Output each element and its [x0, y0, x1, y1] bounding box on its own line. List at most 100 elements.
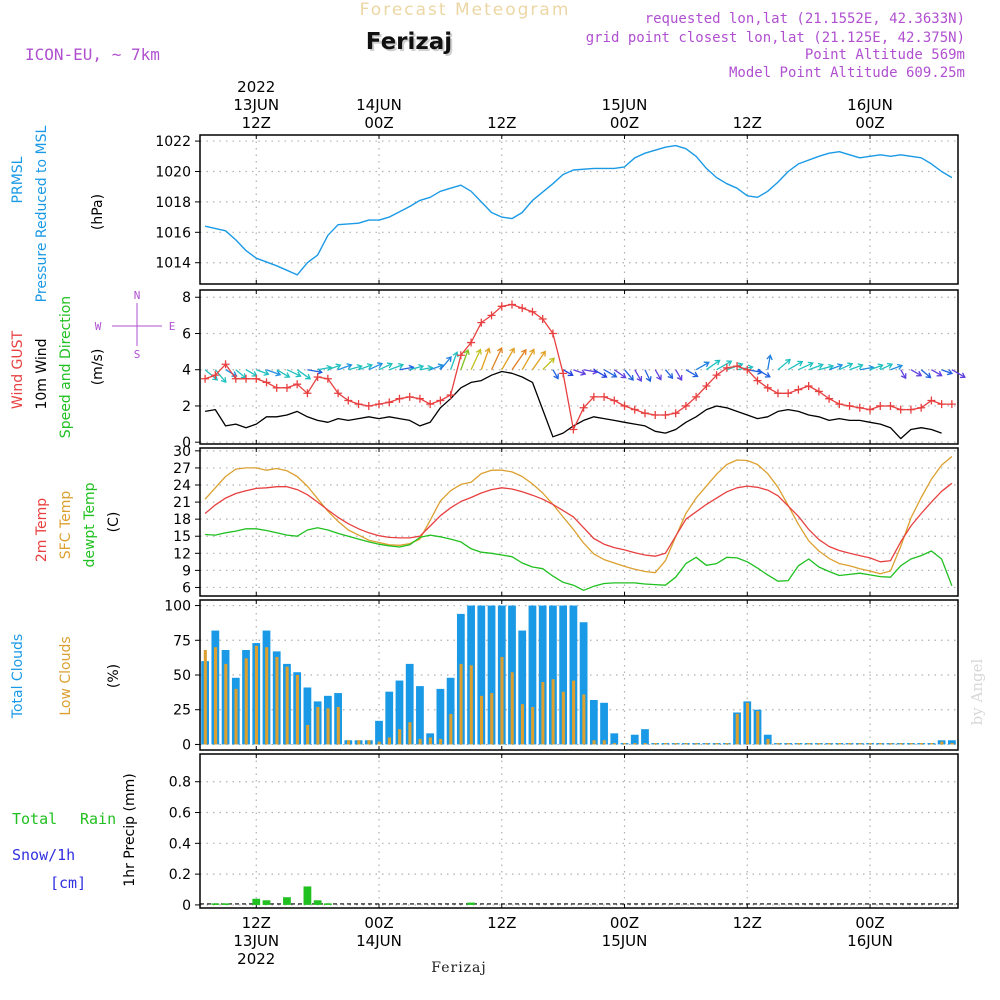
wind-arrow-head — [463, 348, 470, 356]
low-cloud-bar — [531, 706, 535, 745]
gust-marker — [507, 300, 516, 309]
low-cloud-bar — [203, 650, 207, 745]
wind-arrow-shaft — [777, 359, 791, 371]
gust-marker — [876, 401, 885, 410]
low-cloud-bar — [346, 740, 351, 745]
y-tick-label: 0.6 — [169, 806, 191, 822]
total-cloud-bar — [630, 734, 639, 745]
location-title: Ferizaj — [368, 31, 454, 57]
wind-arrow — [296, 369, 312, 380]
compass-s: S — [134, 348, 141, 361]
wind-arrow-shaft — [593, 369, 607, 378]
footer-location: Ferizaj — [431, 960, 486, 976]
gust-marker — [293, 380, 302, 389]
gust-marker — [221, 360, 230, 369]
wind-arrow-head — [828, 363, 835, 371]
wind-arrow-shaft — [910, 369, 922, 377]
wind-arrow — [368, 362, 384, 371]
wind-arrow — [757, 369, 771, 378]
gust-marker — [334, 389, 343, 398]
low-cloud-bar — [909, 743, 913, 745]
rain-bar — [262, 900, 271, 905]
temp-label-unit: (C) — [106, 512, 122, 533]
wind-arrow — [685, 369, 699, 378]
wind-arrow — [603, 369, 618, 378]
rain-bar — [313, 900, 322, 905]
top-time-label: 12Z — [487, 114, 516, 132]
cloud-series — [201, 605, 956, 745]
low-cloud-bar — [428, 737, 432, 745]
wind-arrow-head — [847, 362, 854, 369]
wind-arrow-shaft — [787, 361, 803, 371]
gust-marker — [681, 401, 690, 410]
total-cloud-bar — [569, 605, 578, 745]
total-cloud-bar — [579, 622, 588, 745]
wind-arrow-shaft — [603, 369, 617, 378]
wind-arrow-head — [692, 371, 699, 378]
panel-frame — [199, 134, 959, 285]
gust-marker — [242, 374, 251, 383]
wind-arrow-shaft — [429, 364, 443, 371]
gust-marker — [395, 394, 404, 403]
gust-marker — [211, 371, 220, 380]
total-cloud-bar — [610, 733, 619, 745]
wind-arrow-head — [628, 374, 634, 381]
low-cloud-bar — [684, 743, 688, 745]
wind-label-unit: (m/s) — [90, 349, 106, 386]
wind-arrow-shaft — [266, 369, 281, 376]
wind-arrow — [214, 369, 227, 384]
wind-arrow-shaft — [399, 366, 414, 371]
gust-marker — [252, 374, 261, 383]
wind-arrow — [552, 369, 559, 380]
panel-pressure: 1014 1016 1018 1020 1022 — [155, 134, 959, 285]
low-cloud-bar — [459, 663, 463, 745]
point-altitude: Point Altitude 569m — [805, 47, 965, 63]
gust-marker — [896, 405, 905, 414]
wind-arrow-shaft — [542, 357, 555, 371]
wind-arrow — [695, 361, 710, 371]
wind-arrow-head — [837, 363, 844, 370]
total-cloud-bar — [416, 686, 424, 745]
precip-label-total: Total — [12, 810, 57, 828]
low-cloud-bar — [295, 675, 299, 745]
total-cloud-bar — [528, 605, 537, 745]
gust-marker — [589, 392, 598, 401]
total-cloud-bar — [559, 605, 568, 745]
gust-marker — [763, 383, 772, 392]
wind-arrow-shaft — [624, 369, 634, 381]
rain-bar — [221, 903, 230, 905]
wind-arrow-shaft — [378, 363, 393, 371]
y-tick-label: 0.8 — [169, 775, 191, 791]
wind-arrow-shaft — [951, 369, 966, 378]
wind-arrow-head — [540, 350, 546, 357]
y-tick-label: 0 — [182, 737, 191, 753]
wind-arrow — [931, 369, 943, 377]
low-cloud-bar — [387, 737, 391, 745]
wind-arrow-shaft — [879, 363, 893, 371]
gust-marker — [733, 362, 742, 371]
y-tick-label: 4 — [182, 363, 191, 379]
wind-arrow — [818, 363, 835, 371]
low-cloud-bar — [940, 741, 944, 745]
wind-arrow — [439, 356, 452, 371]
gust-marker — [344, 396, 353, 405]
wind-arrow-head — [521, 348, 527, 355]
top-time-label: 15JUN — [602, 96, 648, 114]
wind-arrow — [890, 363, 904, 371]
gust-marker — [272, 383, 281, 392]
wind-arrow — [593, 369, 608, 378]
y-tick-label: 8 — [182, 290, 191, 306]
wind-arrow — [337, 363, 353, 371]
wind-arrow — [348, 364, 363, 371]
total-cloud-bar — [303, 687, 312, 745]
wind-arrow-shaft — [450, 352, 458, 370]
wind-arrow — [654, 369, 662, 381]
wind-arrow — [389, 363, 405, 371]
total-cloud-bar — [589, 700, 598, 745]
low-cloud-bar — [510, 672, 514, 745]
wind-arrow-shaft — [460, 349, 469, 370]
wind-arrow-head — [807, 361, 814, 368]
low-cloud-bar — [817, 743, 821, 745]
wind-arrow — [705, 359, 721, 371]
bottom-time-label: 12Z — [242, 914, 271, 932]
